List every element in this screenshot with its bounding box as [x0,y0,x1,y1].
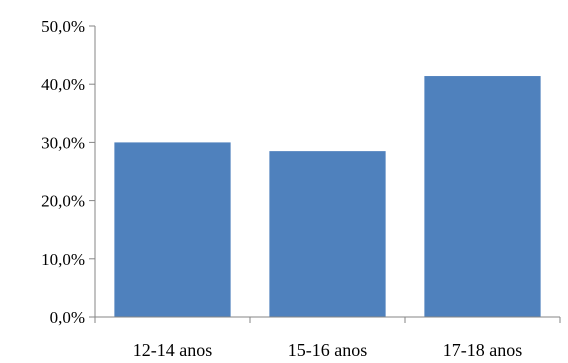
y-tick-label: 40,0% [41,75,85,94]
y-tick-label: 20,0% [41,192,85,211]
y-tick-label: 30,0% [41,133,85,152]
x-tick-label: 12-14 anos [133,340,213,360]
bar-17-18-anos [424,76,541,317]
y-tick-label: 0,0% [50,308,85,327]
x-axis: 12-14 anos 15-16 anos 17-18 anos [94,316,561,360]
y-axis: 0,0% 10,0% 20,0% 30,0% 40,0% 50,0% [41,17,96,327]
x-tick-label: 15-16 anos [288,340,368,360]
bar-15-16-anos [269,151,386,317]
y-tick-label: 10,0% [41,250,85,269]
bar-12-14-anos [114,142,231,317]
y-tick-label: 50,0% [41,17,85,36]
bars [114,76,541,317]
x-tick-label: 17-18 anos [443,340,523,360]
